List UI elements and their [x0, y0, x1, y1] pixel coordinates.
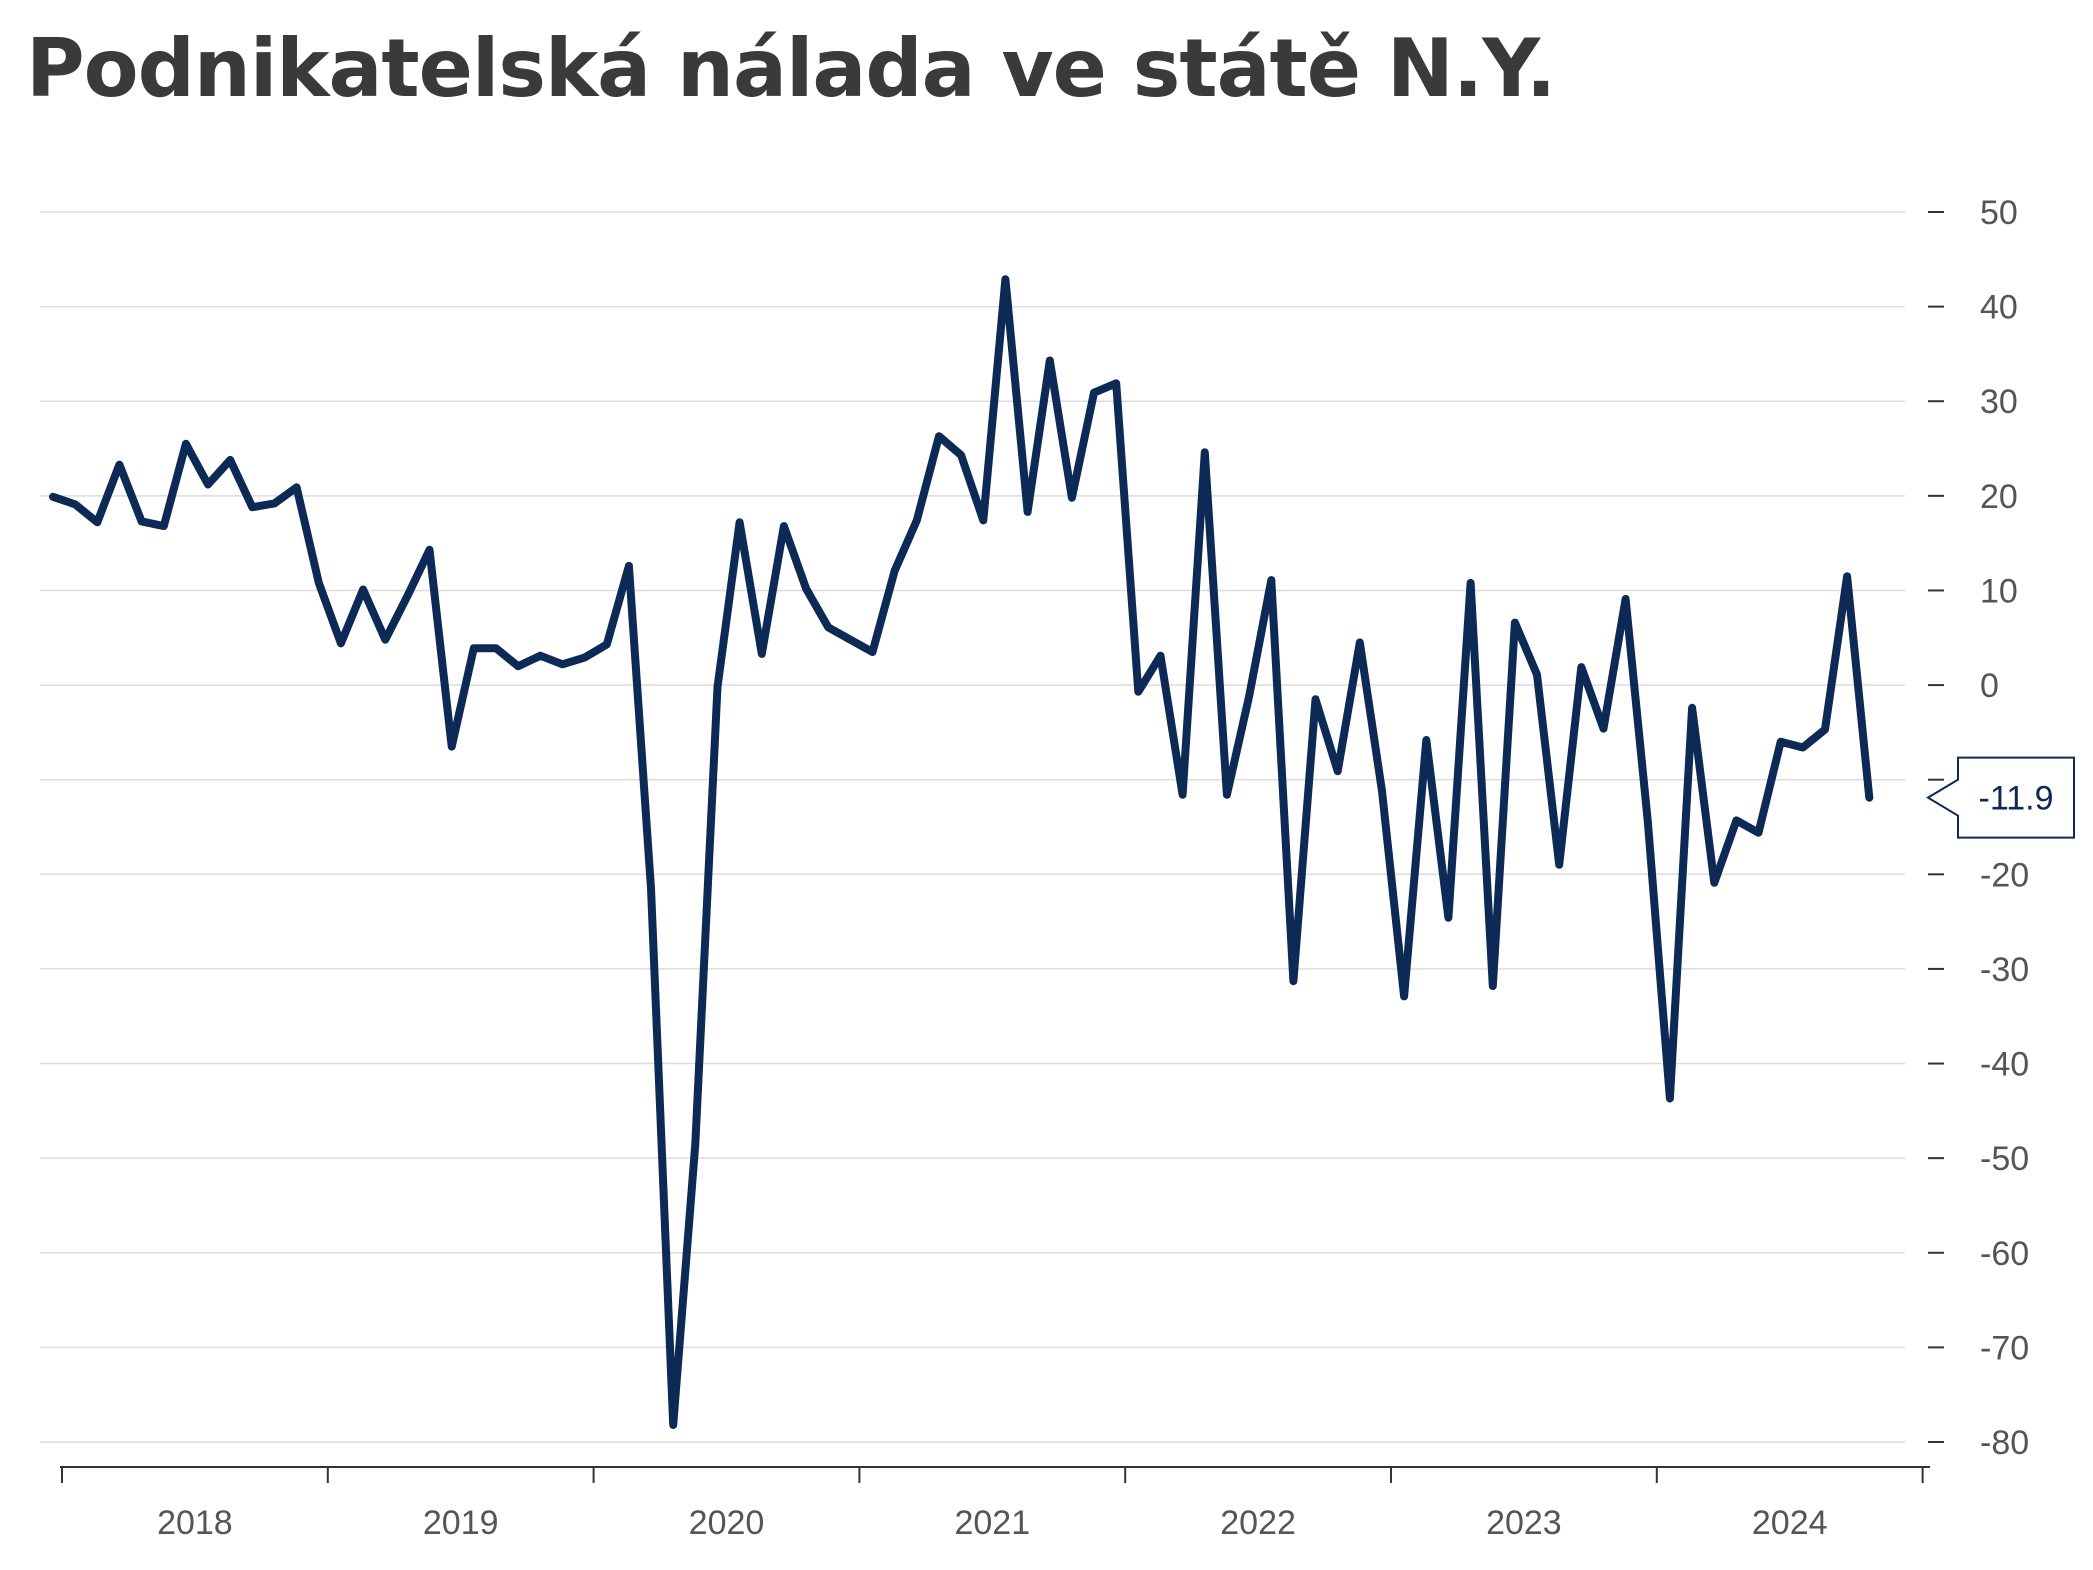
y-tick-label: 50 [1980, 194, 2018, 232]
x-tick-label: 2022 [1220, 1504, 1296, 1542]
last-value-callout: -11.9 [1926, 756, 2075, 839]
y-tick-label: 40 [1980, 289, 2018, 327]
series-line [49, 275, 1874, 1429]
y-tick-label: 30 [1980, 383, 2018, 421]
x-tick-label: 2018 [157, 1504, 233, 1542]
grid-lines [40, 211, 1905, 1443]
callout-value: -11.9 [1979, 780, 2054, 818]
x-tick-label: 2024 [1752, 1504, 1828, 1542]
y-tick-label: -30 [1980, 951, 2029, 989]
x-tick-label: 2019 [423, 1504, 499, 1542]
series-layer [49, 275, 1874, 1429]
y-tick-label: -60 [1980, 1235, 2029, 1273]
x-tick-label: 2021 [954, 1504, 1030, 1542]
y-tick-label: 20 [1980, 478, 2018, 516]
chart-title: Podnikatelská nálada ve státě N.Y. [26, 22, 1556, 115]
x-axis: 2018 2019 2020 2021 2022 2023 2024 [60, 1466, 1930, 1542]
x-tick-label: 2023 [1486, 1504, 1562, 1542]
callout-box [1926, 756, 2075, 839]
y-tick-label: -80 [1980, 1424, 2029, 1462]
y-tick-label: -70 [1980, 1329, 2029, 1367]
y-tick-label: 0 [1980, 667, 1999, 705]
y-tick-label: -50 [1980, 1140, 2029, 1178]
y-tick-label: -20 [1980, 856, 2029, 894]
x-tick-label: 2020 [689, 1504, 765, 1542]
y-tick-label: 10 [1980, 572, 2018, 610]
y-tick-label: -40 [1980, 1046, 2029, 1084]
